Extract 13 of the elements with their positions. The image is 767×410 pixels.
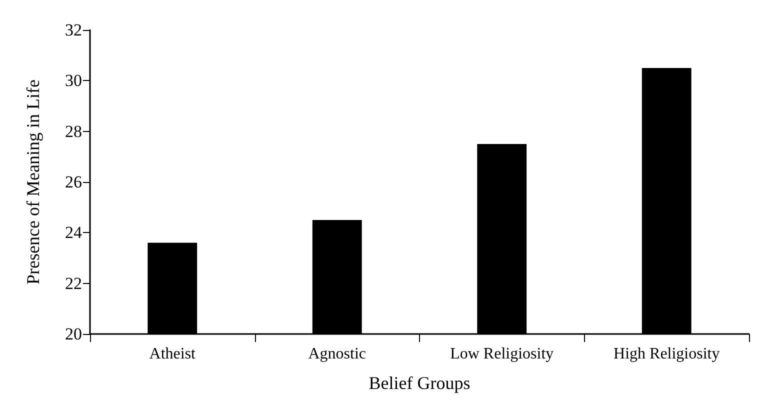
y-tick-label: 22 bbox=[65, 274, 82, 293]
y-tick-label: 24 bbox=[65, 223, 82, 242]
y-tick-label: 26 bbox=[65, 172, 82, 192]
y-axis-title: Presence of Meaning in Life bbox=[23, 80, 43, 284]
y-tick-label: 28 bbox=[65, 122, 82, 141]
x-tick-label: High Religiosity bbox=[614, 346, 720, 362]
y-tick-label: 32 bbox=[65, 20, 82, 40]
x-axis-title: Belief Groups bbox=[368, 373, 470, 393]
x-tick-label: Agnostic bbox=[308, 346, 366, 362]
x-tick-label: Atheist bbox=[149, 346, 196, 362]
y-tick-label: 30 bbox=[65, 71, 82, 90]
x-tick-label: Low Religiosity bbox=[450, 346, 554, 362]
y-tick-label: 20 bbox=[65, 324, 82, 344]
